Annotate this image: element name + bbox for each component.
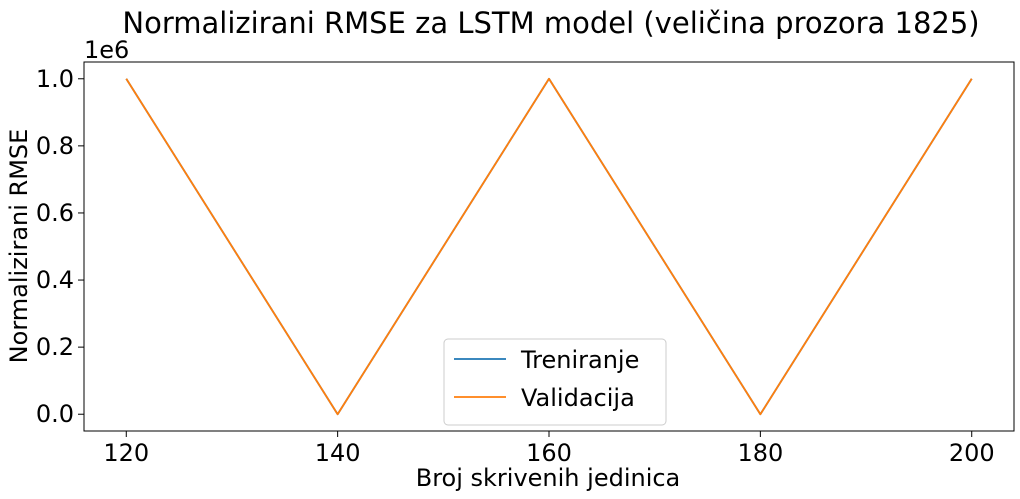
- x-tick-label: 180: [737, 439, 783, 467]
- legend-label: Treniranje: [520, 346, 639, 374]
- x-axis-label: Broj skrivenih jedinica: [416, 464, 681, 492]
- y-tick-label: 0.8: [36, 132, 74, 160]
- legend-box: [443, 338, 667, 426]
- legend-label: Validacija: [521, 384, 635, 412]
- series-line-validacija: [125, 77, 973, 416]
- y-tick-label: 0.0: [36, 400, 74, 428]
- y-tick-label: 1.0: [36, 65, 74, 93]
- y-axis-ticks: 0.0 0.2 0.4 0.6 0.8 1.0: [36, 65, 84, 428]
- x-tick-label: 200: [949, 439, 995, 467]
- x-tick-label: 120: [103, 439, 149, 467]
- chart-title: Normalizirani RMSE za LSTM model (veliči…: [122, 6, 979, 40]
- y-tick-label: 0.6: [36, 199, 74, 227]
- y-axis-label: Normalizirani RMSE: [5, 129, 33, 364]
- x-axis-ticks: 120 140 160 180 200: [103, 431, 995, 467]
- y-tick-label: 0.2: [36, 333, 74, 361]
- series-lines: [125, 77, 973, 416]
- x-tick-label: 140: [315, 439, 361, 467]
- y-tick-label: 0.4: [36, 266, 74, 294]
- legend: Treniranje Validacija: [443, 338, 667, 426]
- plot-frame: [83, 61, 1015, 432]
- y-axis-offset-label: 1e6: [84, 36, 129, 64]
- x-tick-label: 160: [526, 439, 572, 467]
